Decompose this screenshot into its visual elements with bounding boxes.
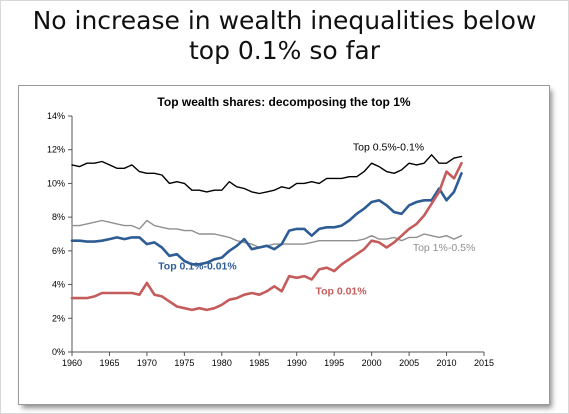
- slide-title-line-2: top 0.1% so far: [188, 36, 381, 65]
- y-tick-label: 14%: [47, 111, 65, 121]
- chart-frame: Top wealth shares: decomposing the top 1…: [19, 86, 549, 404]
- x-tick-label: 2010: [437, 358, 457, 368]
- slide-title-line-1: No increase in wealth inequalities below: [32, 6, 537, 35]
- y-tick-label: 0%: [52, 347, 65, 357]
- x-tick-label: 1960: [62, 358, 82, 368]
- x-tick-label: 1985: [249, 358, 269, 368]
- y-tick-label: 8%: [52, 212, 65, 222]
- y-tick-label: 12%: [47, 145, 65, 155]
- x-tick-label: 2000: [362, 358, 382, 368]
- x-tick-label: 1980: [212, 358, 232, 368]
- x-tick-label: 1965: [99, 358, 119, 368]
- x-tick-label: 1970: [137, 358, 157, 368]
- x-tick-label: 1975: [174, 358, 194, 368]
- series-label-4: Top 0.01%: [315, 286, 367, 298]
- series-label-2: Top 1%-0.5%: [413, 242, 475, 254]
- line-chart: 0% 2% 4% 6% 8% 10% 12% 14% 1960 1965 1970 1975 1980 1…: [47, 111, 494, 368]
- chart-title: Top wealth shares: decomposing the top 1…: [157, 95, 411, 109]
- y-tick-label: 6%: [52, 246, 65, 256]
- series-line-3: [70, 172, 463, 266]
- series-label-3: Top 0.1%-0.01%: [158, 260, 237, 272]
- y-tick-label: 10%: [47, 178, 65, 188]
- x-tick-label: 2005: [399, 358, 419, 368]
- series-label-1: Top 0.5%-0.1%: [353, 142, 424, 154]
- series-line-4: [70, 161, 463, 312]
- y-tick-label: 2%: [52, 313, 65, 323]
- x-tick-label: 1995: [324, 358, 344, 368]
- x-tick-label: 2015: [474, 358, 494, 368]
- series-line-1: [71, 154, 463, 195]
- x-tick-label: 1990: [287, 358, 307, 368]
- slide-title: No increase in wealth inequalities below…: [0, 6, 569, 66]
- y-tick-label: 4%: [52, 280, 65, 290]
